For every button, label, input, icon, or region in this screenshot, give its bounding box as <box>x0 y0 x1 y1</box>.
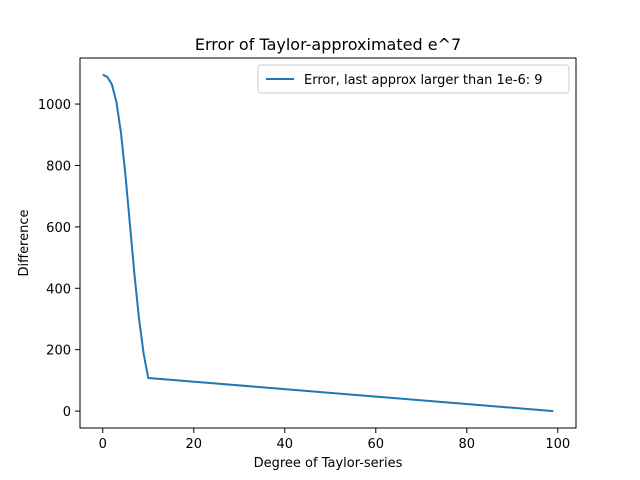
y-tick-label: 800 <box>46 159 71 174</box>
legend-box <box>257 64 570 94</box>
y-axis-label: Difference <box>17 209 32 276</box>
x-tick-label: 60 <box>368 437 385 452</box>
x-tick-label: 100 <box>545 437 570 452</box>
y-tick-label: 600 <box>46 221 71 236</box>
legend-label: Error, last approx larger than 1e-6: 9 <box>304 73 543 88</box>
y-tick-label: 200 <box>46 344 71 359</box>
axes-frame <box>79 57 577 429</box>
x-axis-ticks: 0 20 40 60 80 100 <box>99 428 570 452</box>
y-axis-ticks: 0 200 400 600 800 1000 <box>38 98 80 420</box>
y-tick-label: 1000 <box>38 98 71 113</box>
x-axis-label: Degree of Taylor-series <box>254 456 403 471</box>
x-tick-label: 20 <box>185 437 202 452</box>
series-layer <box>102 73 554 413</box>
series-line <box>102 73 554 413</box>
legend: Error, last approx larger than 1e-6: 9 <box>257 64 570 94</box>
x-tick-label: 40 <box>276 437 293 452</box>
x-tick-label: 80 <box>459 437 476 452</box>
x-tick-label: 0 <box>99 437 107 452</box>
chart-title: Error of Taylor-approximated e^7 <box>195 35 461 54</box>
y-tick-label: 400 <box>46 282 71 297</box>
y-tick-label: 0 <box>63 405 71 420</box>
plot-area: 0 20 40 60 80 100 0 200 400 600 800 1000 <box>38 57 577 452</box>
